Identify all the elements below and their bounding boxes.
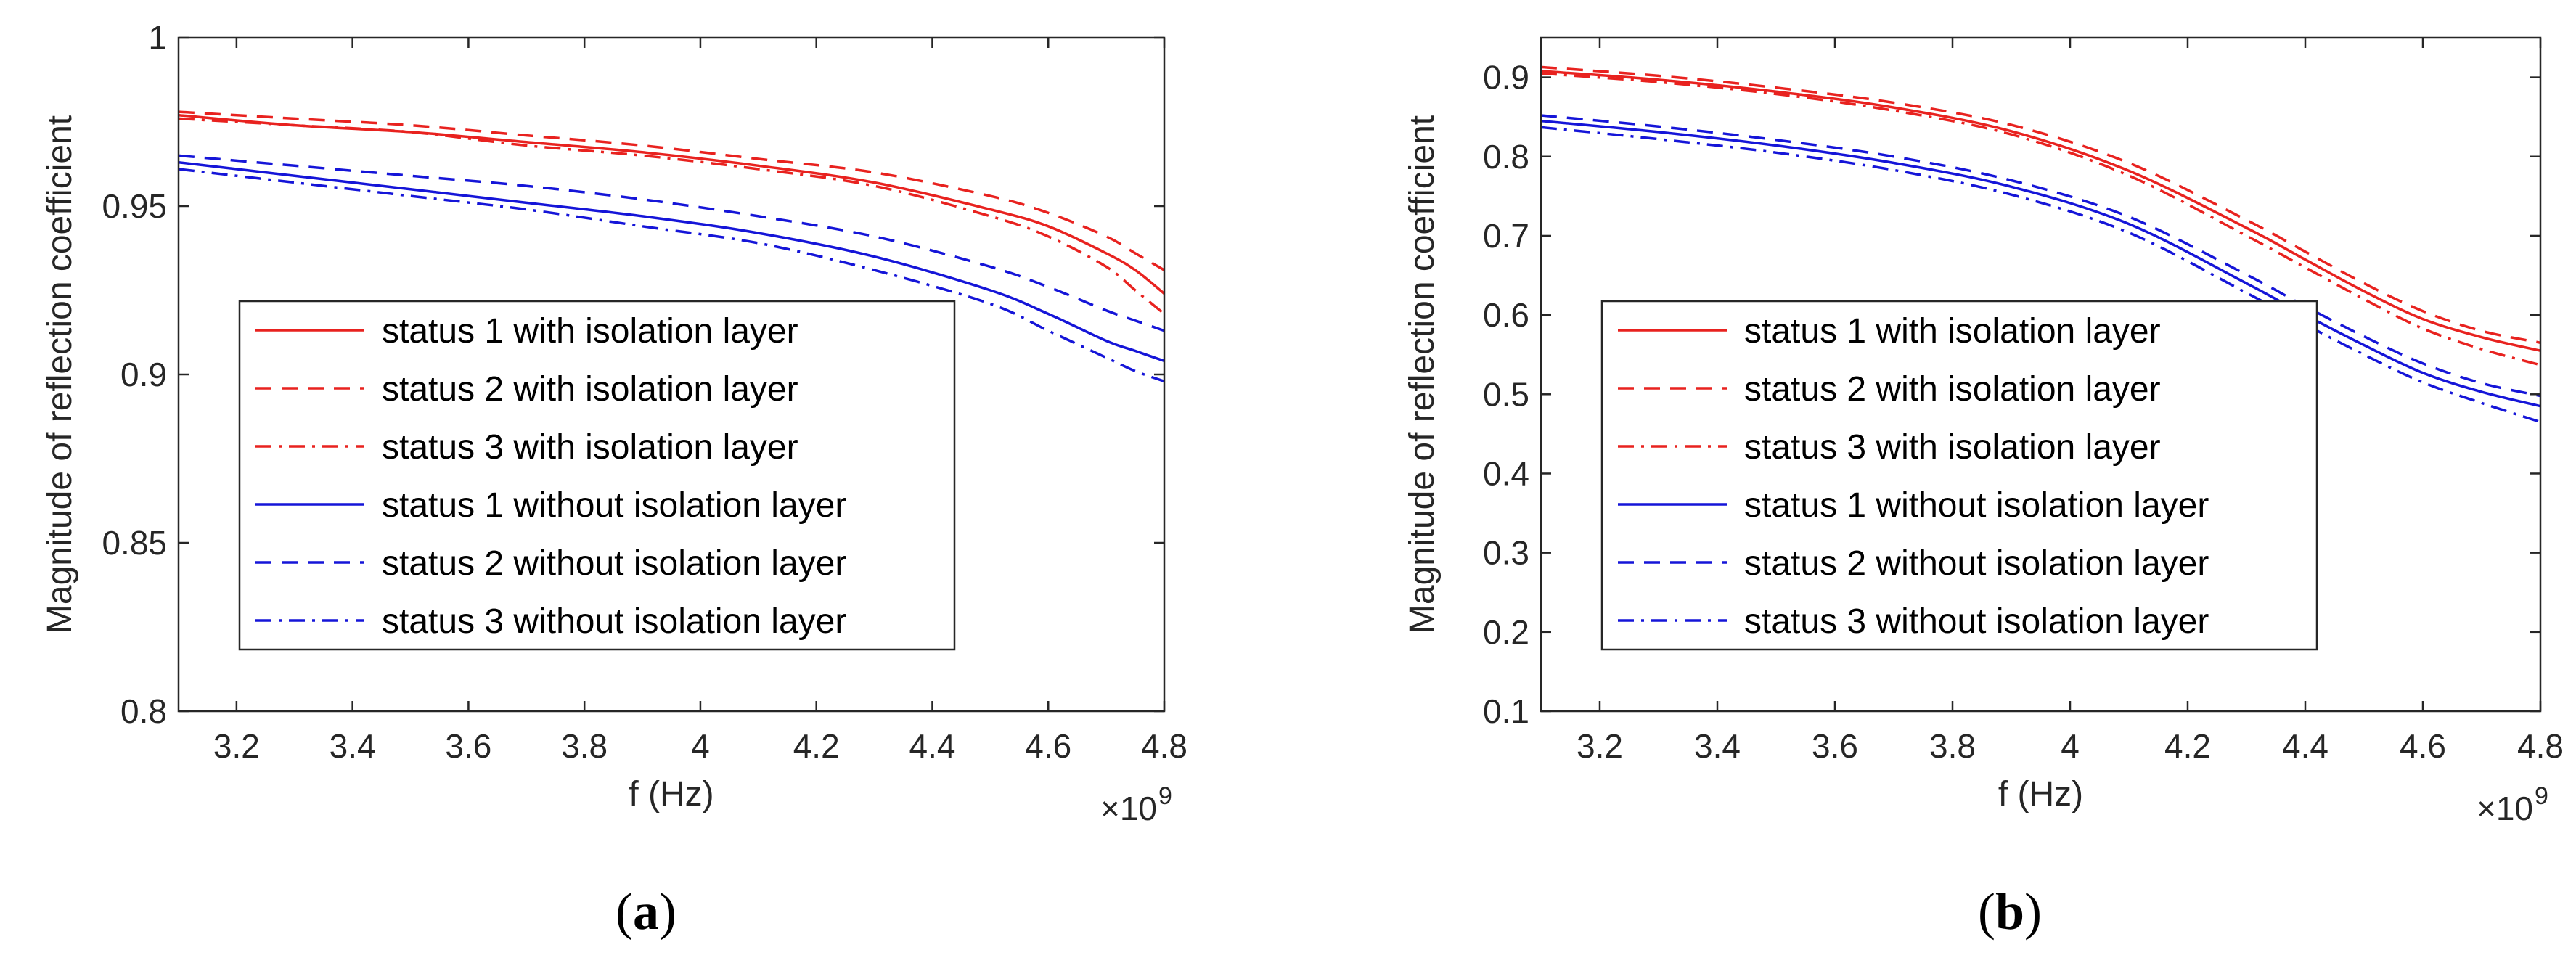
chart-a-xtick-label-4: 3.8	[561, 727, 608, 765]
chart-a: 3.2 3.4 3.6 3.8 4 4.2 4.4 4.6 4.8 0.8 0.85 0.9 0.95 1…	[41, 19, 1187, 827]
chart-b-series-line-3	[1541, 72, 2540, 366]
chart-a-ytick-label-5: 1	[148, 19, 167, 57]
chart-b-xtick-label-9: 4.8	[2517, 727, 2564, 765]
chart-a-xtick-label-6: 4.2	[793, 727, 840, 765]
chart-b-legend: status 1 with isolation layer status 2 wi…	[1600, 300, 2318, 651]
chart-b-xtick-label-8: 4.6	[2400, 727, 2446, 765]
chart-b-legend-label-6: status 3 without isolation layer	[1744, 602, 2209, 641]
chart-a-series-line-4	[179, 160, 1164, 363]
chart-b-series-line-5	[1541, 114, 2540, 398]
chart-a-series-group	[179, 110, 1164, 382]
chart-a-xtick-label-9: 4.8	[1141, 727, 1187, 765]
chart-b: 3.2 3.4 3.6 3.8 4 4.2 4.4 4.6 4.8 0.1 0.2 0.3 0.4 0.5…	[1403, 36, 2564, 827]
chart-a-legend-label-6: status 3 without isolation layer	[382, 602, 846, 641]
chart-a-xlabel: f (Hz)	[629, 775, 713, 814]
chart-b-series-line-6	[1541, 126, 2540, 424]
chart-a-legend-label-4: status 1 without isolation layer	[382, 486, 846, 525]
chart-a-legend-label-1: status 1 with isolation layer	[382, 312, 798, 351]
chart-a-legend-label-5: status 2 without isolation layer	[382, 544, 846, 583]
chart-a-legend: status 1 with isolation layer status 2 wi…	[238, 300, 956, 651]
chart-b-ytick-label-3: 0.3	[1483, 534, 1529, 572]
chart-b-ylabel: Magnitude of reflection coefficient	[1403, 115, 1442, 634]
chart-b-xtick-label-4: 3.8	[1929, 727, 1976, 765]
chart-b-xtick-label-6: 4.2	[2164, 727, 2211, 765]
panel-label-b: (b)	[1978, 882, 2043, 941]
chart-a-legend-box	[238, 300, 956, 651]
chart-b-ytick-label-8: 0.8	[1483, 138, 1529, 176]
chart-a-legend-label-3: status 3 with isolation layer	[382, 428, 798, 467]
chart-a-series-line-1	[179, 113, 1164, 295]
chart-b-ytick-label-9: 0.9	[1483, 59, 1529, 97]
chart-a-legend-label-2: status 2 with isolation layer	[382, 370, 798, 409]
chart-b-series-group	[1541, 65, 2540, 424]
chart-a-x-exponent: 9	[1158, 782, 1172, 810]
chart-b-series-line-4	[1541, 119, 2540, 408]
chart-b-axes-box	[1540, 36, 2542, 713]
chart-a-series-line-5	[179, 154, 1164, 332]
panel-label-a: (a)	[616, 882, 676, 941]
chart-b-xtick-label-3: 3.6	[1812, 727, 1858, 765]
chart-b-ytick-label-6: 0.6	[1483, 296, 1529, 334]
chart-b-xtick-label-7: 4.4	[2282, 727, 2328, 765]
chart-b-xtick-label-5: 4	[2061, 727, 2080, 765]
chart-b-legend-label-2: status 2 with isolation layer	[1744, 370, 2161, 409]
chart-a-xtick-label-2: 3.4	[330, 727, 376, 765]
chart-b-x-multiplier: ×10	[2477, 790, 2533, 827]
chart-b-series-line-1	[1541, 70, 2540, 352]
chart-b-ytick-label-7: 0.7	[1483, 217, 1529, 255]
chart-a-xtick-label-3: 3.6	[445, 727, 491, 765]
chart-b-ytick-label-2: 0.2	[1483, 613, 1529, 651]
chart-b-xtick-label-1: 3.2	[1577, 727, 1623, 765]
chart-a-ytick-label-3: 0.9	[120, 356, 167, 393]
chart-a-series-line-3	[179, 117, 1164, 315]
chart-b-legend-label-5: status 2 without isolation layer	[1744, 544, 2209, 583]
chart-b-x-exponent: 9	[2535, 782, 2548, 810]
chart-a-x-multiplier: ×10	[1100, 790, 1157, 827]
chart-a-xtick-label-8: 4.6	[1025, 727, 1071, 765]
chart-a-xtick-label-7: 4.4	[909, 727, 955, 765]
chart-b-legend-label-3: status 3 with isolation layer	[1744, 428, 2161, 467]
chart-a-ytick-label-1: 0.8	[120, 692, 167, 730]
chart-a-series-line-2	[179, 110, 1164, 271]
chart-a-xtick-label-5: 4	[691, 727, 710, 765]
chart-a-xtick-label-1: 3.2	[213, 727, 260, 765]
chart-a-ytick-label-2: 0.85	[102, 524, 167, 562]
chart-b-legend-box	[1600, 300, 2318, 651]
chart-a-ytick-label-4: 0.95	[102, 187, 167, 225]
chart-b-xlabel: f (Hz)	[1998, 775, 2083, 814]
chart-b-ytick-label-4: 0.4	[1483, 454, 1529, 492]
chart-b-ytick-label-5: 0.5	[1483, 375, 1529, 413]
panel-label-a-letter: a	[632, 882, 659, 941]
panel-label-b-letter: b	[1995, 882, 2025, 941]
chart-a-ylabel: Magnitude of reflection coefficient	[41, 115, 79, 634]
chart-b-xtick-label-2: 3.4	[1694, 727, 1741, 765]
chart-b-series-line-2	[1541, 65, 2540, 345]
chart-b-legend-label-4: status 1 without isolation layer	[1744, 486, 2209, 525]
chart-b-legend-label-1: status 1 with isolation layer	[1744, 312, 2161, 351]
chart-b-ytick-label-1: 0.1	[1483, 692, 1529, 730]
